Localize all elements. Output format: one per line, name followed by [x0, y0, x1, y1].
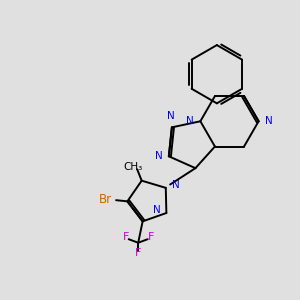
- Text: N: N: [154, 151, 162, 161]
- Text: F: F: [122, 232, 129, 242]
- Text: N: N: [167, 111, 174, 121]
- Text: N: N: [265, 116, 273, 126]
- Text: F: F: [135, 248, 141, 258]
- Text: Br: Br: [99, 194, 112, 206]
- Text: N: N: [172, 180, 179, 190]
- Text: F: F: [148, 232, 154, 242]
- Text: N: N: [153, 205, 161, 215]
- Text: CH₃: CH₃: [123, 162, 142, 172]
- Text: N: N: [186, 116, 194, 126]
